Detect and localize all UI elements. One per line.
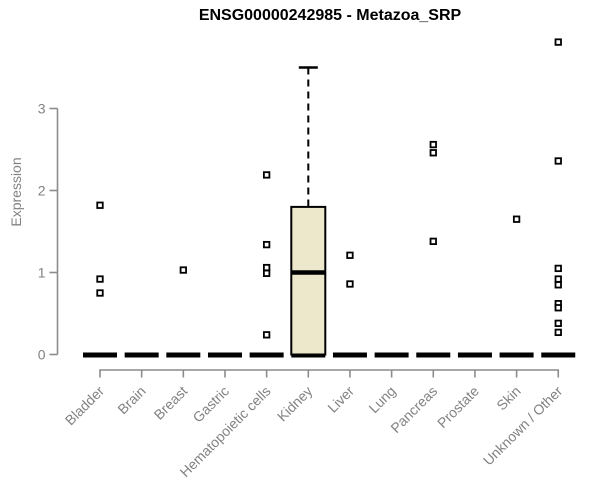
median-line [291,270,326,275]
collapsed-box-bar [374,352,409,358]
outlier-point [96,201,104,209]
y-tick-label: 3 [38,101,46,117]
outlier-point [429,140,437,149]
collapsed-box-bar [249,352,284,358]
outlier-point [262,240,271,249]
outlier-point [429,149,437,157]
outlier-point [96,275,104,283]
outlier-point [554,38,562,46]
collapsed-box-bar [332,352,367,358]
outlier-point [262,171,271,179]
collapsed-box-bar [166,352,201,358]
box [290,205,327,356]
y-tick-label: 2 [38,183,46,199]
x-category-label: Brain [114,383,148,417]
collapsed-box-bar [83,352,117,358]
outlier-point [346,280,354,288]
outlier-point [554,275,562,283]
collapsed-box-bar [457,352,492,358]
outlier-point [554,281,562,289]
outlier-point [262,331,271,339]
outlier-point [262,263,271,272]
outlier-point [179,266,187,274]
outlier-point [554,304,562,312]
y-tick-label: 0 [38,347,46,363]
outlier-point [554,264,562,273]
x-category-label: Kidney [274,383,316,425]
chart-title: ENSG00000242985 - Metazoa_SRP [198,7,462,24]
x-category-label: Breast [151,383,191,423]
x-category-label: Skin [493,383,524,414]
outlier-point [96,289,104,297]
collapsed-box-bar [499,352,534,358]
collapsed-box-bar [207,352,242,358]
outlier-point [512,215,521,223]
x-category-label: Prostate [434,383,482,431]
collapsed-box-bar [416,352,451,358]
collapsed-box-bar [124,352,159,358]
outlier-point [554,157,562,165]
x-category-label: Unknown / Other [480,383,566,469]
outlier-point [554,328,562,337]
y-tick-label: 1 [38,265,46,281]
outlier-point [262,269,271,277]
x-category-label: Lung [365,383,398,416]
collapsed-box-bar [541,352,576,358]
outlier-point [554,319,562,327]
outlier-point [429,237,437,245]
outlier-point [346,251,354,259]
x-category-label: Liver [324,383,357,416]
x-category-label: Bladder [62,383,108,429]
